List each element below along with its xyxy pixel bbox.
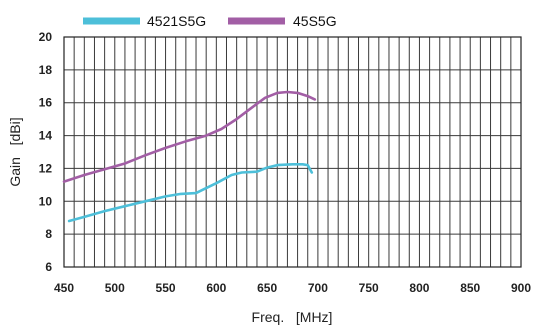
x-tick-label: 500 bbox=[105, 281, 125, 295]
y-axis-label: Gain [dBi] bbox=[7, 117, 23, 186]
x-tick-labels: 450 500 550 600 650 700 750 800 850 900 bbox=[54, 281, 531, 295]
y-tick-label: 18 bbox=[39, 63, 53, 77]
y-tick-label: 8 bbox=[45, 227, 52, 241]
plot-frame bbox=[63, 36, 522, 268]
y-tick-label: 14 bbox=[39, 129, 53, 143]
x-tick-label: 800 bbox=[409, 281, 429, 295]
legend-label-4521S5G: 4521S5G bbox=[147, 13, 206, 29]
x-tick-label: 700 bbox=[308, 281, 328, 295]
y-tick-label: 20 bbox=[39, 30, 53, 44]
legend: 4521S5G 45S5G bbox=[83, 13, 337, 29]
y-tick-label: 16 bbox=[39, 96, 53, 110]
x-tick-label: 450 bbox=[54, 281, 74, 295]
legend-label-45S5G: 45S5G bbox=[293, 13, 337, 29]
gridlines bbox=[64, 37, 521, 267]
x-tick-label: 550 bbox=[156, 281, 176, 295]
y-tick-label: 10 bbox=[39, 194, 53, 208]
series-line-4521S5G bbox=[67, 163, 314, 223]
x-tick-label: 750 bbox=[359, 281, 379, 295]
x-tick-label: 850 bbox=[460, 281, 480, 295]
x-tick-label: 650 bbox=[257, 281, 277, 295]
series-lines bbox=[62, 90, 317, 223]
y-tick-labels: 6 8 10 12 14 16 18 20 bbox=[39, 30, 53, 274]
x-tick-label: 600 bbox=[206, 281, 226, 295]
y-tick-label: 12 bbox=[39, 161, 53, 175]
series-line-45S5G bbox=[62, 90, 317, 183]
x-tick-label: 900 bbox=[511, 281, 531, 295]
y-tick-label: 6 bbox=[45, 260, 52, 274]
x-axis-label: Freq. [MHz] bbox=[252, 309, 333, 325]
